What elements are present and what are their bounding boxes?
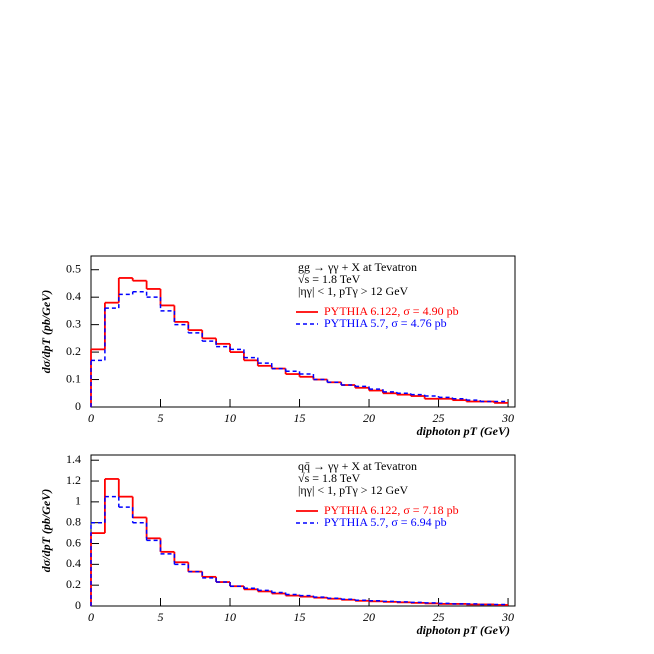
x-tick-label: 0 — [88, 411, 94, 425]
y-tick-label: 0.5 — [66, 261, 81, 275]
x-tick-label: 20 — [363, 411, 375, 425]
x-tick-label: 0 — [88, 610, 94, 624]
annotation: |ηγ| < 1, pTγ > 12 GeV — [298, 284, 409, 298]
y-axis-label: dσ/dpT (pb/GeV) — [39, 290, 53, 373]
y-tick-label: 1 — [75, 494, 81, 508]
y-tick-label: 0.2 — [66, 577, 81, 591]
annotation: |ηγ| < 1, pTγ > 12 GeV — [298, 483, 409, 497]
x-tick-label: 5 — [158, 411, 164, 425]
x-tick-label: 5 — [158, 610, 164, 624]
annotation: √s = 1.8 TeV — [298, 471, 361, 485]
x-tick-label: 10 — [224, 610, 236, 624]
x-tick-label: 30 — [501, 411, 514, 425]
y-tick-label: 0.4 — [66, 289, 81, 303]
y-tick-label: 1.4 — [66, 452, 81, 466]
x-tick-label: 15 — [294, 411, 306, 425]
y-tick-label: 0.8 — [66, 514, 81, 528]
annotation: √s = 1.8 TeV — [298, 272, 361, 286]
annotation: gg → γγ + X at Tevatron — [298, 260, 417, 274]
y-tick-label: 0 — [75, 598, 81, 612]
y-tick-label: 0.3 — [66, 316, 81, 330]
y-axis-label: dσ/dpT (pb/GeV) — [39, 489, 53, 572]
y-tick-label: 1.2 — [66, 473, 81, 487]
x-tick-label: 30 — [501, 610, 514, 624]
annotation: qq̄ → γγ + X at Tevatron — [298, 459, 417, 473]
plot-frame — [90, 454, 516, 607]
x-tick-label: 20 — [363, 610, 375, 624]
x-axis-label: diphoton pT (GeV) — [417, 623, 510, 637]
series — [90, 495, 509, 606]
x-tick-label: 15 — [294, 610, 306, 624]
x-tick-label: 10 — [224, 411, 236, 425]
y-tick-label: 0.2 — [66, 344, 81, 358]
x-tick-label: 25 — [433, 411, 445, 425]
legend-label: PYTHIA 6.122, σ = 4.90 pb — [324, 304, 459, 318]
x-axis-label: diphoton pT (GeV) — [417, 424, 510, 438]
plot-frame — [90, 255, 516, 408]
x-tick-label: 25 — [433, 610, 445, 624]
series — [90, 478, 509, 606]
y-tick-label: 0.6 — [66, 535, 81, 549]
legend-label: PYTHIA 6.122, σ = 7.18 pb — [324, 503, 459, 517]
y-tick-label: 0 — [75, 399, 81, 413]
legend-label: PYTHIA 5.7, σ = 6.94 pb — [324, 515, 447, 529]
y-tick-label: 0.1 — [66, 371, 81, 385]
series — [90, 290, 509, 407]
legend-label: PYTHIA 5.7, σ = 4.76 pb — [324, 316, 447, 330]
y-tick-label: 0.4 — [66, 556, 81, 570]
